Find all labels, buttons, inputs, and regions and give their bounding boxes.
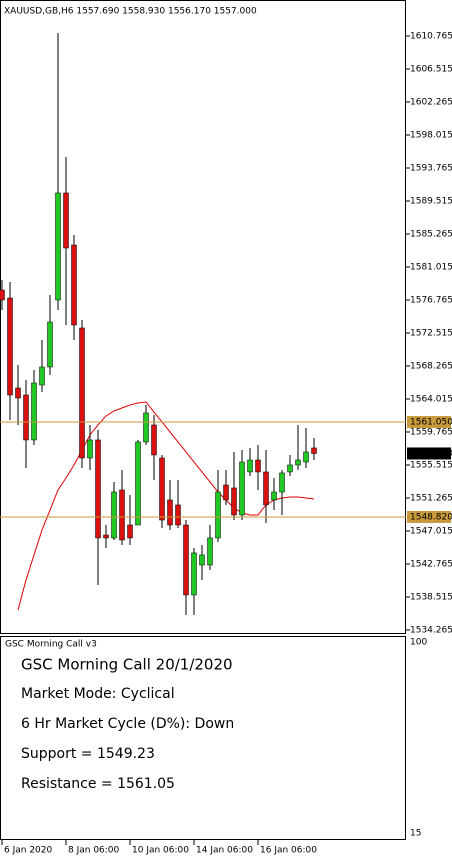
candle-body — [55, 192, 61, 301]
candle-body — [47, 321, 53, 368]
candle-body — [239, 461, 245, 516]
x-tick-label: 10 Jan 06:00 — [132, 846, 189, 856]
indicator-line: Resistance = 1561.05 — [21, 776, 175, 792]
y-tick-label: 1610.765 — [410, 31, 452, 41]
y-tick-label: 1551.265 — [410, 494, 452, 504]
y-tick-label: 1593.765 — [410, 163, 452, 173]
candle-body — [223, 484, 229, 501]
candle-body — [127, 524, 133, 539]
indicator-title: GSC Morning Call v3 — [5, 640, 97, 650]
candle-body — [167, 499, 173, 526]
level-tag-label: 1561.050 — [410, 418, 452, 428]
level-tag — [407, 510, 451, 523]
y-tick-label: 1538.515 — [410, 593, 452, 603]
candle-body — [191, 552, 197, 596]
level-tag — [407, 416, 451, 429]
y-tick-label: 1555.515 — [410, 461, 452, 471]
candle-body — [199, 554, 205, 566]
candle-body — [311, 447, 317, 454]
y-tick-label: 1598.015 — [410, 130, 452, 140]
x-tick-label: 16 Jan 06:00 — [260, 846, 317, 856]
y-tick-label: 1581.015 — [410, 262, 452, 272]
x-tick-label: 8 Jan 06:00 — [68, 846, 120, 856]
indicator-line: 6 Hr Market Cycle (D%): Down — [21, 716, 234, 732]
x-tick-label: 6 Jan 2020 — [4, 846, 52, 856]
price-tag — [407, 447, 451, 460]
y-tick-label: 1585.265 — [410, 229, 452, 239]
indicator-line: Market Mode: Cyclical — [21, 686, 175, 702]
y-tick-label: 1602.265 — [410, 97, 452, 107]
candle-body — [143, 412, 149, 443]
indicator-tick-label: 100 — [410, 638, 427, 648]
candle-body — [279, 472, 285, 493]
price-tag-label: 1557.000 — [410, 449, 452, 459]
indicator-frame — [0, 636, 406, 840]
indicator-tick-label: 15 — [410, 829, 421, 839]
candle-body — [215, 491, 221, 539]
candle-body — [207, 537, 213, 566]
y-tick-label: 1568.265 — [410, 362, 452, 372]
indicator-heading: GSC Morning Call 20/1/2020 — [21, 656, 233, 674]
candle-body — [159, 457, 165, 521]
candle-body — [263, 471, 269, 506]
candle-body — [23, 394, 29, 441]
candle-body — [271, 491, 277, 501]
candle-body — [175, 504, 181, 526]
level-tag-label: 1548.820 — [410, 512, 452, 522]
indicator-line: Support = 1549.23 — [21, 746, 155, 762]
candle-body — [15, 387, 21, 399]
y-tick-label: 1606.515 — [410, 64, 452, 74]
y-tick-label: 1547.015 — [410, 527, 452, 537]
candle-body — [39, 366, 45, 386]
candle-body — [255, 459, 261, 473]
candle-body — [303, 451, 309, 463]
candle-body — [79, 327, 85, 459]
plot-frame — [0, 0, 406, 634]
candle-body — [7, 297, 13, 396]
candle-body — [135, 441, 141, 526]
chart-title: XAUUSD,GB,H6 1557.690 1558.930 1556.170 … — [4, 7, 257, 17]
candle-body — [119, 489, 125, 541]
candle-body — [95, 439, 101, 539]
candle-body — [71, 244, 77, 326]
y-tick-label: 1576.765 — [410, 295, 452, 305]
candle-body — [287, 464, 293, 473]
y-tick-label: 1534.265 — [410, 626, 452, 636]
y-tick-label: 1589.515 — [410, 196, 452, 206]
candle-body — [0, 289, 5, 301]
y-tick-label: 1559.765 — [410, 428, 452, 438]
y-tick-label: 1542.765 — [410, 560, 452, 570]
candle-body — [231, 487, 237, 516]
y-tick-label: 1572.515 — [410, 329, 452, 339]
candle-body — [111, 491, 117, 539]
x-tick-label: 14 Jan 06:00 — [196, 846, 253, 856]
candle-body — [247, 459, 253, 473]
candle-body — [295, 459, 301, 466]
candle-body — [63, 192, 69, 249]
ma-line — [17, 401, 315, 611]
candle-body — [103, 534, 109, 539]
candle-body — [31, 382, 37, 441]
candle-body — [87, 439, 93, 459]
candle-body — [183, 524, 189, 596]
y-tick-label: 1564.015 — [410, 395, 452, 405]
candle-body — [151, 424, 157, 456]
